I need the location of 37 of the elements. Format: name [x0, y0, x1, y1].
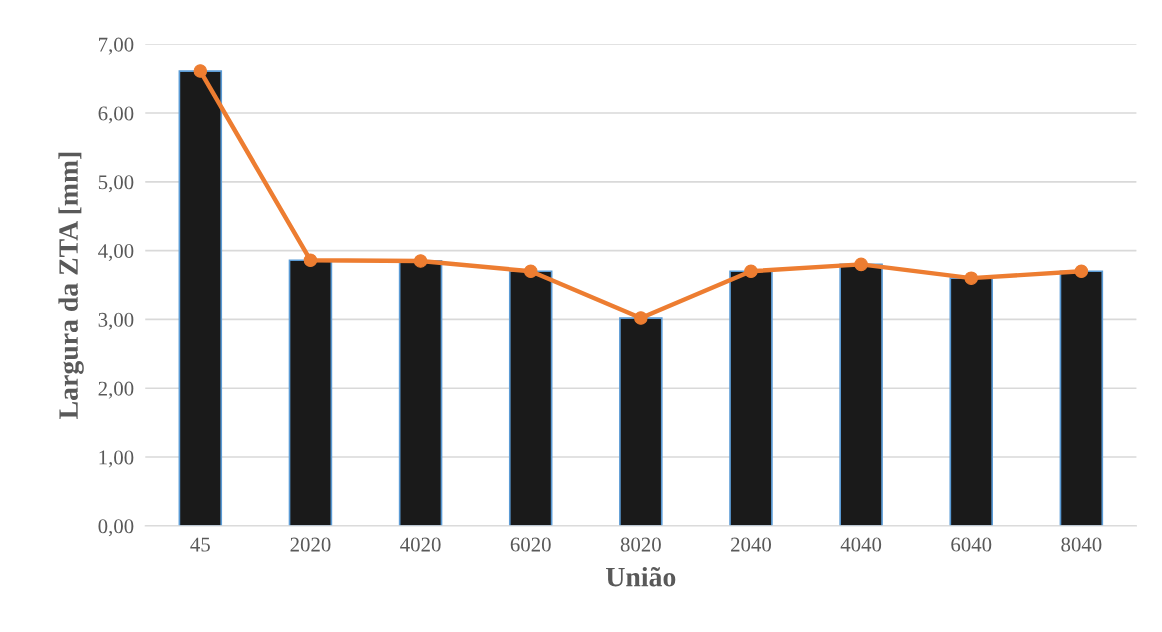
bar	[508, 270, 553, 526]
point	[854, 257, 868, 272]
point	[413, 254, 428, 268]
bar	[288, 259, 333, 526]
y-tick-label: 6,00	[98, 106, 134, 124]
x-axis-title: União	[606, 566, 676, 587]
point	[744, 264, 758, 279]
bar	[729, 270, 773, 526]
y-tick-label: 3,00	[98, 312, 134, 330]
x-tick-label: 4020	[400, 537, 441, 552]
y-tick-label: 1,00	[99, 450, 134, 468]
x-tick-label: 4040	[840, 537, 882, 552]
x-tick-label: 6040	[951, 537, 992, 552]
x-tick-label: 8040	[1061, 537, 1102, 552]
y-tick-label: 7,00	[99, 37, 134, 55]
x-tick-label: 2040	[731, 537, 772, 552]
point	[523, 264, 538, 279]
y-axis-title: Largura da ZTA [mm]	[58, 152, 84, 419]
x-tick-label: 8020	[620, 537, 661, 552]
x-tick-label: 45	[190, 537, 210, 552]
y-tick-label: 0,00	[98, 519, 134, 537]
y-tick-label: 4,00	[98, 244, 134, 262]
x-tick-label: 2020	[290, 537, 331, 552]
bar	[619, 317, 663, 526]
point	[193, 64, 208, 78]
point	[303, 253, 318, 268]
y-tick-label: 5,00	[98, 175, 134, 193]
bar	[178, 70, 223, 526]
bar	[839, 263, 883, 526]
bar	[949, 277, 993, 526]
point	[634, 311, 648, 325]
y-tick-label: 2,00	[98, 381, 134, 399]
bar	[1059, 270, 1104, 526]
x-tick-label: 6020	[510, 537, 551, 552]
bar	[398, 260, 443, 526]
point	[964, 271, 979, 285]
point	[1074, 264, 1089, 279]
